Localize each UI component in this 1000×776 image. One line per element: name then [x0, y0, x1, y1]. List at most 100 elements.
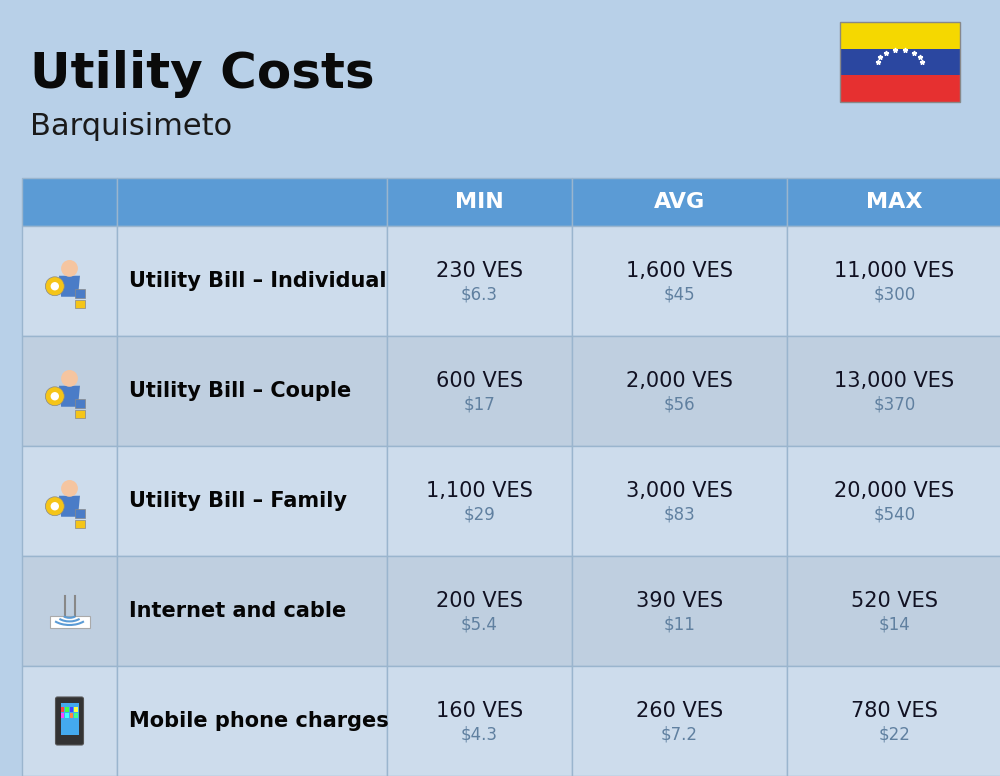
Bar	[787, 226, 1000, 336]
Text: Utility Bill – Individual: Utility Bill – Individual	[129, 271, 386, 291]
Text: $83: $83	[664, 506, 695, 524]
Bar	[70, 707, 73, 712]
Bar	[387, 556, 572, 666]
Text: 390 VES: 390 VES	[636, 591, 723, 611]
Bar	[22, 178, 117, 226]
Bar	[572, 556, 787, 666]
Bar	[572, 226, 787, 336]
Bar	[572, 336, 787, 446]
Bar	[117, 446, 387, 556]
Text: 20,000 VES: 20,000 VES	[834, 481, 955, 501]
Bar	[117, 666, 387, 776]
Text: 260 VES: 260 VES	[636, 701, 723, 721]
Bar	[840, 49, 960, 75]
Bar	[387, 666, 572, 776]
Bar	[840, 75, 960, 102]
Bar	[787, 336, 1000, 446]
Bar	[117, 556, 387, 666]
Polygon shape	[59, 386, 80, 407]
Polygon shape	[59, 496, 80, 517]
Bar	[74, 707, 78, 712]
Bar	[787, 556, 1000, 666]
Bar	[75, 289, 85, 298]
Text: 600 VES: 600 VES	[436, 371, 523, 391]
Bar	[75, 400, 85, 408]
Bar	[572, 446, 787, 556]
Bar	[572, 178, 787, 226]
Polygon shape	[59, 275, 80, 296]
Bar	[117, 336, 387, 446]
Bar	[60, 713, 64, 718]
Bar	[50, 616, 90, 628]
Text: $540: $540	[873, 506, 916, 524]
Text: 2,000 VES: 2,000 VES	[626, 371, 733, 391]
Circle shape	[45, 497, 64, 516]
Bar	[60, 707, 64, 712]
Text: $14: $14	[879, 616, 910, 634]
Bar	[387, 336, 572, 446]
Bar	[65, 713, 68, 718]
Text: 200 VES: 200 VES	[436, 591, 523, 611]
Circle shape	[45, 277, 64, 296]
Bar	[840, 22, 960, 102]
Bar	[74, 713, 78, 718]
Text: 520 VES: 520 VES	[851, 591, 938, 611]
Circle shape	[51, 392, 59, 400]
Bar	[117, 178, 387, 226]
Text: $6.3: $6.3	[461, 286, 498, 304]
Bar	[75, 410, 85, 418]
Circle shape	[51, 502, 59, 511]
Bar	[22, 446, 117, 556]
Text: $22: $22	[879, 726, 910, 744]
Text: Utility Bill – Couple: Utility Bill – Couple	[129, 381, 351, 401]
Circle shape	[61, 370, 78, 386]
Text: 13,000 VES: 13,000 VES	[834, 371, 955, 391]
Text: $56: $56	[664, 396, 695, 414]
Text: $29: $29	[464, 506, 495, 524]
Text: 3,000 VES: 3,000 VES	[626, 481, 733, 501]
Text: $17: $17	[464, 396, 495, 414]
Text: $5.4: $5.4	[461, 616, 498, 634]
Bar	[22, 556, 117, 666]
Text: 11,000 VES: 11,000 VES	[834, 261, 955, 281]
Bar	[387, 446, 572, 556]
Bar	[787, 666, 1000, 776]
Text: $7.2: $7.2	[661, 726, 698, 744]
Text: $11: $11	[664, 616, 695, 634]
Circle shape	[61, 480, 78, 497]
Bar	[22, 226, 117, 336]
Bar	[75, 300, 85, 308]
Bar	[75, 509, 85, 518]
Bar	[787, 178, 1000, 226]
Bar	[117, 226, 387, 336]
Text: $370: $370	[873, 396, 916, 414]
Text: 230 VES: 230 VES	[436, 261, 523, 281]
Circle shape	[51, 282, 59, 290]
Bar	[65, 707, 68, 712]
Text: $4.3: $4.3	[461, 726, 498, 744]
Bar	[840, 22, 960, 49]
Text: AVG: AVG	[654, 192, 705, 212]
Bar	[22, 336, 117, 446]
Text: Internet and cable: Internet and cable	[129, 601, 346, 621]
Text: 160 VES: 160 VES	[436, 701, 523, 721]
Text: Utility Costs: Utility Costs	[30, 50, 375, 98]
Bar	[60, 703, 78, 735]
FancyBboxPatch shape	[56, 697, 84, 745]
Text: Mobile phone charges: Mobile phone charges	[129, 711, 389, 731]
Bar	[75, 520, 85, 528]
Text: MAX: MAX	[866, 192, 923, 212]
Bar	[22, 666, 117, 776]
Bar	[387, 178, 572, 226]
Circle shape	[45, 386, 64, 406]
Bar	[70, 713, 73, 718]
Text: $45: $45	[664, 286, 695, 304]
Text: Barquisimeto: Barquisimeto	[30, 112, 232, 141]
Text: 1,600 VES: 1,600 VES	[626, 261, 733, 281]
Text: 780 VES: 780 VES	[851, 701, 938, 721]
Text: MIN: MIN	[455, 192, 504, 212]
Circle shape	[61, 260, 78, 277]
Text: $300: $300	[873, 286, 916, 304]
Bar	[572, 666, 787, 776]
Text: Utility Bill – Family: Utility Bill – Family	[129, 491, 347, 511]
